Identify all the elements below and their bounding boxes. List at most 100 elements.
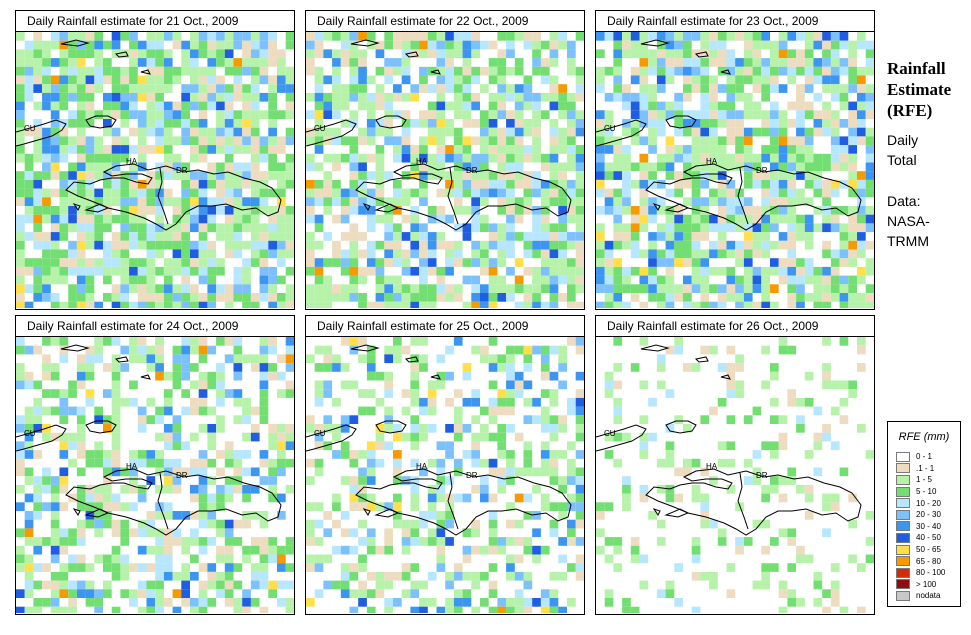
rainfall-cell [497, 406, 507, 416]
rainfall-cell [752, 162, 762, 172]
rainfall-cell [33, 484, 43, 494]
rainfall-cell [401, 66, 411, 76]
rainfall-cell [622, 153, 631, 163]
rainfall-cell [709, 223, 718, 233]
rainfall-cell [796, 145, 805, 154]
rainfall-cell [700, 66, 710, 76]
rainfall-cell [366, 441, 376, 451]
rainfall-cell [665, 214, 675, 224]
rainfall-cell [804, 484, 814, 494]
rainfall-cell [207, 563, 217, 572]
rainfall-cell [497, 206, 507, 215]
rainfall-cell [558, 266, 567, 276]
rainfall-cell [717, 284, 727, 293]
rainfall-cell [198, 406, 208, 416]
rainfall-cell [523, 84, 533, 93]
rainfall-cell [613, 458, 623, 468]
rainfall-cell [813, 598, 823, 607]
rainfall-cell [549, 450, 559, 459]
rainfall-cell [198, 84, 208, 93]
rainfall-cell [24, 179, 34, 189]
rainfall-cell [436, 84, 446, 93]
rainfall-cell [340, 476, 350, 485]
rainfall-cell [146, 266, 156, 276]
rainfall-cell [796, 484, 805, 494]
map-panel: Daily Rainfall estimate for 22 Oct., 200… [305, 10, 585, 310]
rainfall-cell [50, 571, 60, 581]
rainfall-cell [306, 563, 315, 572]
rainfall-cell [540, 232, 550, 241]
rainfall-cell [523, 345, 533, 355]
rainfall-cell [242, 432, 251, 442]
rainfall-cell [50, 206, 60, 215]
rainfall-cell [462, 275, 472, 285]
rainfall-cell [445, 511, 454, 520]
rainfall-cell [540, 467, 550, 477]
rainfall-cell [630, 232, 640, 241]
rainfall-cell [778, 345, 788, 355]
rainfall-cell [68, 58, 77, 67]
rainfall-cell [830, 258, 840, 267]
rainfall-cell [259, 380, 269, 390]
rainfall-cell [306, 301, 315, 308]
rainfall-cell [366, 127, 376, 137]
rainfall-cell [419, 467, 428, 477]
rainfall-cell [340, 284, 350, 293]
rainfall-cell [639, 75, 649, 85]
rainfall-cell [181, 206, 190, 215]
rainfall-cell [349, 571, 359, 581]
rainfall-cell [497, 258, 507, 267]
panel-title: Daily Rainfall estimate for 23 Oct., 200… [595, 10, 875, 32]
rainfall-cell [839, 32, 849, 41]
rainfall-cell [523, 571, 533, 581]
rainfall-cell [111, 571, 121, 581]
rainfall-cell [358, 153, 367, 163]
rainfall-cell [50, 406, 60, 416]
rainfall-cell [190, 136, 199, 146]
rainfall-cell [85, 84, 95, 93]
rainfall-cell [94, 589, 103, 598]
rainfall-cell [787, 119, 797, 128]
rainfall-cell [384, 580, 393, 590]
rainfall-cell [665, 240, 675, 250]
rainfall-cell [497, 49, 507, 59]
rainfall-cell [575, 110, 584, 119]
country-label: HA [416, 462, 428, 471]
rainfall-cell [857, 206, 866, 215]
rainfall-cell [622, 162, 631, 172]
rainfall-cell [865, 171, 874, 180]
rainfall-cell [419, 432, 428, 442]
rainfall-cell [575, 232, 584, 241]
rainfall-cell [549, 476, 559, 485]
rainfall-cell [33, 197, 43, 206]
rainfall-cell [436, 371, 446, 381]
rainfall-cell [567, 502, 576, 511]
rainfall-cell [42, 258, 51, 267]
rainfall-cell [523, 363, 533, 372]
rainfall-cell [103, 415, 112, 424]
rainfall-cell [393, 354, 402, 364]
rainfall-cell [506, 32, 515, 41]
legend-label: 30 - 40 [916, 521, 941, 531]
rainfall-cell [268, 545, 277, 555]
rainfall-cell [419, 188, 428, 198]
rainfall-cell [285, 389, 294, 398]
rainfall-cell [349, 84, 359, 93]
rainfall-cell [259, 389, 269, 398]
rainfall-cell [85, 293, 95, 302]
rainfall-cell [488, 528, 498, 538]
rainfall-cell [471, 580, 480, 590]
rainfall-cell [332, 75, 341, 85]
rainfall-cell [497, 424, 507, 433]
rainfall-cell [717, 145, 727, 154]
rainfall-cell [839, 40, 849, 50]
rainfall-cell [137, 40, 147, 50]
rainfall-cell [155, 40, 164, 50]
rainfall-cell [314, 380, 324, 390]
rainfall-cell [146, 345, 156, 355]
rainfall-cell [752, 275, 762, 285]
rainfall-cell [480, 249, 489, 259]
rainfall-cell [323, 511, 333, 520]
rainfall-cell [549, 458, 559, 468]
rainfall-cell [42, 502, 51, 511]
